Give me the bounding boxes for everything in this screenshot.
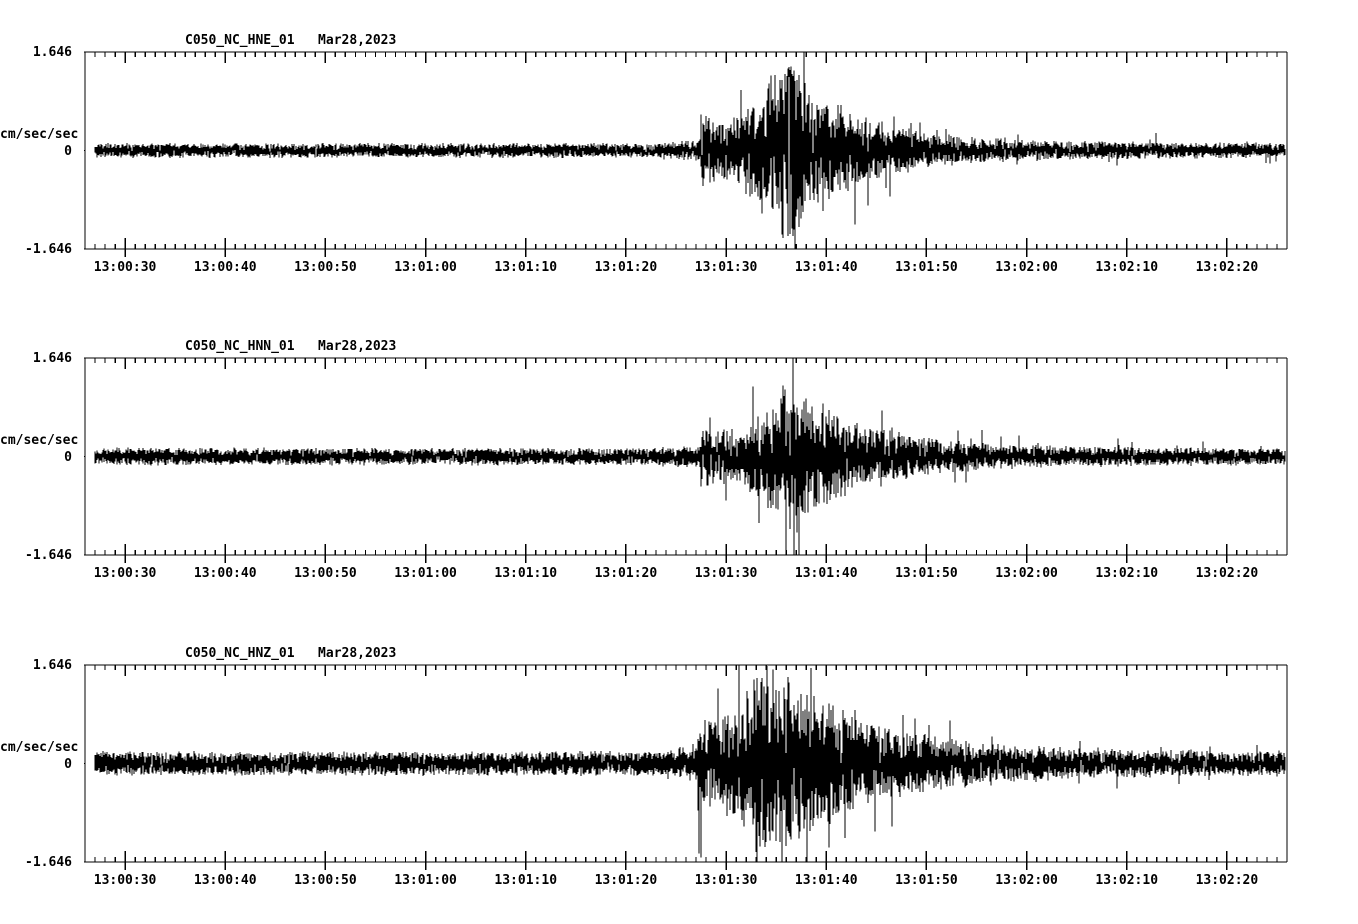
y-tick-label: 1.646 bbox=[32, 45, 72, 60]
panel-title: C050_NC_HNZ_01 Mar28,2023 bbox=[185, 646, 397, 661]
x-tick-label: 13:00:30 bbox=[93, 260, 157, 275]
y-axis-unit-label: cm/sec/sec bbox=[0, 126, 79, 142]
x-tick-label: 13:01:30 bbox=[694, 566, 758, 581]
x-tick-label: 13:00:30 bbox=[93, 873, 157, 888]
plot-area bbox=[84, 357, 1288, 563]
x-tick-label: 13:01:00 bbox=[394, 260, 457, 275]
y-tick-label: 0 bbox=[64, 449, 72, 465]
y-tick-label: -1.646 bbox=[25, 855, 72, 870]
x-tick-label: 13:01:00 bbox=[394, 873, 457, 888]
x-tick-label: 13:02:10 bbox=[1095, 873, 1159, 888]
x-tick-label: 13:01:20 bbox=[594, 260, 658, 275]
panel-title: C050_NC_HNE_01 Mar28,2023 bbox=[185, 33, 397, 48]
x-tick-label: 13:02:00 bbox=[995, 260, 1058, 275]
waveform-trace bbox=[94, 665, 1286, 862]
plot-area bbox=[84, 664, 1288, 870]
x-tick-label: 13:01:10 bbox=[494, 260, 558, 275]
x-tick-label: 13:01:10 bbox=[494, 566, 558, 581]
y-axis-unit-label: cm/sec/sec bbox=[0, 432, 79, 448]
y-tick-label: 0 bbox=[64, 756, 72, 772]
x-tick-label: 13:01:30 bbox=[694, 260, 758, 275]
x-tick-label: 13:01:50 bbox=[895, 873, 958, 888]
x-tick-label: 13:00:50 bbox=[294, 566, 357, 581]
x-tick-label: 13:02:00 bbox=[995, 873, 1058, 888]
x-tick-label: 13:01:40 bbox=[794, 566, 858, 581]
waveform-trace bbox=[94, 358, 1286, 555]
x-tick-label: 13:01:10 bbox=[494, 873, 558, 888]
x-tick-label: 13:01:50 bbox=[895, 566, 958, 581]
x-tick-label: 13:02:10 bbox=[1095, 566, 1159, 581]
x-tick-label: 13:00:40 bbox=[193, 566, 257, 581]
y-tick-label: 0 bbox=[64, 143, 72, 159]
y-tick-label: 1.646 bbox=[32, 351, 72, 366]
x-tick-label: 13:02:00 bbox=[995, 566, 1058, 581]
waveform-trace bbox=[94, 52, 1286, 249]
x-tick-label: 13:01:00 bbox=[394, 566, 457, 581]
x-tick-label: 13:01:30 bbox=[694, 873, 758, 888]
x-tick-label: 13:01:20 bbox=[594, 566, 658, 581]
x-tick-label: 13:01:40 bbox=[794, 260, 858, 275]
x-tick-label: 13:02:20 bbox=[1195, 873, 1259, 888]
panel-title: C050_NC_HNN_01 Mar28,2023 bbox=[185, 339, 397, 354]
x-tick-label: 13:00:50 bbox=[294, 873, 357, 888]
x-tick-label: 13:01:50 bbox=[895, 260, 958, 275]
x-tick-label: 13:02:20 bbox=[1195, 260, 1259, 275]
y-tick-label: -1.646 bbox=[25, 242, 72, 257]
plot-area bbox=[84, 51, 1288, 257]
x-tick-label: 13:00:40 bbox=[193, 873, 257, 888]
x-tick-label: 13:00:50 bbox=[294, 260, 357, 275]
y-axis-unit-label: cm/sec/sec bbox=[0, 739, 79, 755]
x-tick-label: 13:02:10 bbox=[1095, 260, 1159, 275]
x-tick-label: 13:00:30 bbox=[93, 566, 157, 581]
x-tick-label: 13:00:40 bbox=[193, 260, 257, 275]
y-tick-label: -1.646 bbox=[25, 548, 72, 563]
x-tick-label: 13:01:40 bbox=[794, 873, 858, 888]
x-tick-label: 13:02:20 bbox=[1195, 566, 1259, 581]
y-tick-label: 1.646 bbox=[32, 658, 72, 673]
x-tick-label: 13:01:20 bbox=[594, 873, 658, 888]
